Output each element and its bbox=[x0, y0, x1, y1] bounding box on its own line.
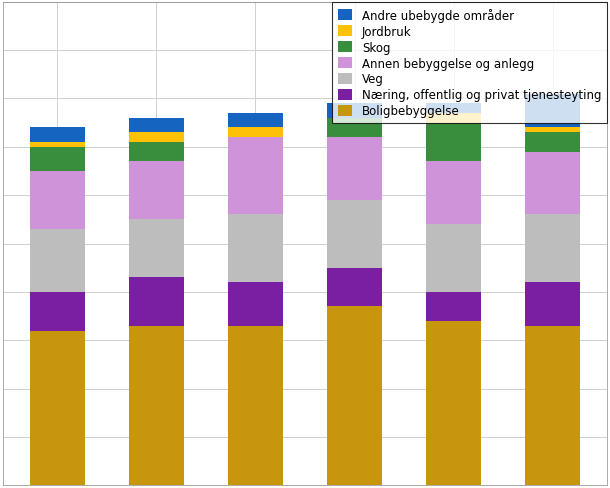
Bar bbox=[426, 114, 481, 123]
Bar bbox=[426, 321, 481, 485]
Bar bbox=[228, 326, 282, 485]
Bar bbox=[525, 152, 580, 215]
Bar bbox=[328, 201, 382, 268]
Bar bbox=[30, 172, 85, 229]
Bar bbox=[426, 123, 481, 162]
Bar bbox=[525, 283, 580, 326]
Bar bbox=[328, 307, 382, 485]
Bar bbox=[228, 283, 282, 326]
Bar bbox=[129, 119, 184, 133]
Bar bbox=[30, 331, 85, 485]
Bar bbox=[129, 142, 184, 162]
Bar bbox=[30, 128, 85, 142]
Bar bbox=[525, 215, 580, 283]
Bar bbox=[328, 138, 382, 201]
Bar bbox=[228, 114, 282, 128]
Bar bbox=[426, 224, 481, 292]
Bar bbox=[129, 162, 184, 220]
Bar bbox=[228, 128, 282, 138]
Bar bbox=[525, 326, 580, 485]
Bar bbox=[30, 147, 85, 172]
Bar bbox=[129, 326, 184, 485]
Bar bbox=[129, 220, 184, 278]
Bar bbox=[525, 128, 580, 133]
Bar bbox=[228, 215, 282, 283]
Bar bbox=[426, 292, 481, 321]
Bar bbox=[30, 229, 85, 292]
Bar bbox=[30, 292, 85, 331]
Bar bbox=[129, 133, 184, 142]
Bar bbox=[525, 133, 580, 152]
Bar bbox=[328, 119, 382, 138]
Bar bbox=[129, 278, 184, 326]
Bar bbox=[328, 268, 382, 307]
Bar bbox=[426, 162, 481, 224]
Bar bbox=[426, 104, 481, 114]
Bar bbox=[228, 138, 282, 215]
Legend: Andre ubebygde områder, Jordbruk, Skog, Annen bebyggelse og anlegg, Veg, Næring,: Andre ubebygde områder, Jordbruk, Skog, … bbox=[332, 3, 607, 124]
Bar bbox=[328, 104, 382, 119]
Bar bbox=[30, 142, 85, 147]
Bar bbox=[525, 95, 580, 128]
